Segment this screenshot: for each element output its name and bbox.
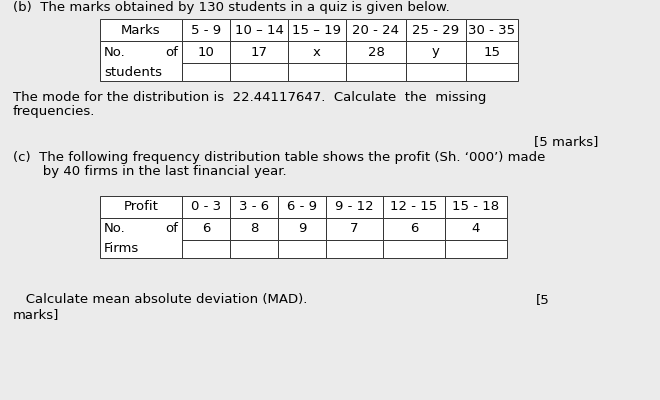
Text: No.: No. <box>104 46 126 58</box>
Bar <box>100 196 182 218</box>
Bar <box>230 240 278 258</box>
Bar <box>326 240 383 258</box>
Text: 9 - 12: 9 - 12 <box>335 200 374 214</box>
Text: 3 - 6: 3 - 6 <box>239 200 269 214</box>
Text: 8: 8 <box>250 222 258 236</box>
Bar <box>278 218 326 240</box>
Text: 15 - 18: 15 - 18 <box>453 200 500 214</box>
Text: 10: 10 <box>197 46 215 58</box>
Text: 0 - 3: 0 - 3 <box>191 200 221 214</box>
Bar <box>406 41 466 63</box>
Bar <box>100 218 182 258</box>
Bar <box>406 19 466 41</box>
Text: 15: 15 <box>484 46 500 58</box>
Bar <box>383 218 445 240</box>
Text: of: of <box>165 46 178 58</box>
Text: students: students <box>104 66 162 78</box>
Text: 6 - 9: 6 - 9 <box>287 200 317 214</box>
Bar <box>466 63 518 81</box>
Bar <box>326 196 383 218</box>
Text: 5 - 9: 5 - 9 <box>191 24 221 36</box>
Bar <box>383 240 445 258</box>
Text: marks]: marks] <box>13 308 59 322</box>
Bar <box>230 196 278 218</box>
Text: Calculate mean absolute deviation (MAD).: Calculate mean absolute deviation (MAD). <box>13 294 308 306</box>
Text: 12 - 15: 12 - 15 <box>390 200 438 214</box>
Bar <box>100 41 182 81</box>
Text: 4: 4 <box>472 222 480 236</box>
Bar <box>100 19 182 41</box>
Bar <box>288 41 346 63</box>
Text: 15 – 19: 15 – 19 <box>292 24 341 36</box>
Bar <box>230 19 288 41</box>
Text: Firms: Firms <box>104 242 139 256</box>
Text: 17: 17 <box>251 46 267 58</box>
Text: 9: 9 <box>298 222 306 236</box>
Text: 7: 7 <box>350 222 359 236</box>
Bar <box>182 218 230 240</box>
Text: y: y <box>432 46 440 58</box>
Text: 6: 6 <box>410 222 418 236</box>
Text: [5 marks]: [5 marks] <box>534 136 599 148</box>
Bar <box>326 218 383 240</box>
Bar <box>230 63 288 81</box>
Text: No.: No. <box>104 222 126 236</box>
Text: (b)  The marks obtained by 130 students in a quiz is given below.: (b) The marks obtained by 130 students i… <box>13 0 449 14</box>
Bar <box>346 19 406 41</box>
Bar <box>182 19 230 41</box>
Text: 20 - 24: 20 - 24 <box>352 24 399 36</box>
Bar <box>466 19 518 41</box>
Text: Profit: Profit <box>123 200 158 214</box>
Bar <box>182 63 230 81</box>
Text: 28: 28 <box>368 46 384 58</box>
Text: 25 - 29: 25 - 29 <box>412 24 459 36</box>
Bar <box>182 240 230 258</box>
Bar <box>445 218 507 240</box>
Text: 10 – 14: 10 – 14 <box>234 24 283 36</box>
Text: 30 - 35: 30 - 35 <box>469 24 515 36</box>
Text: 6: 6 <box>202 222 210 236</box>
Bar <box>383 196 445 218</box>
Text: Marks: Marks <box>121 24 161 36</box>
Text: [5: [5 <box>536 294 550 306</box>
Bar <box>346 63 406 81</box>
Bar <box>230 218 278 240</box>
Text: (c)  The following frequency distribution table shows the profit (Sh. ‘000’) mad: (c) The following frequency distribution… <box>13 152 545 164</box>
Text: x: x <box>313 46 321 58</box>
Bar <box>346 41 406 63</box>
Bar <box>406 63 466 81</box>
Text: by 40 firms in the last financial year.: by 40 firms in the last financial year. <box>13 166 286 178</box>
Bar <box>288 63 346 81</box>
Bar <box>288 19 346 41</box>
Bar <box>466 41 518 63</box>
Bar <box>445 196 507 218</box>
Bar <box>278 240 326 258</box>
Text: The mode for the distribution is  22.44117647.  Calculate  the  missing: The mode for the distribution is 22.4411… <box>13 92 486 104</box>
Bar <box>182 196 230 218</box>
Bar <box>230 41 288 63</box>
Bar <box>182 41 230 63</box>
Text: frequencies.: frequencies. <box>13 106 96 118</box>
Bar <box>278 196 326 218</box>
Bar <box>445 240 507 258</box>
Text: of: of <box>165 222 178 236</box>
